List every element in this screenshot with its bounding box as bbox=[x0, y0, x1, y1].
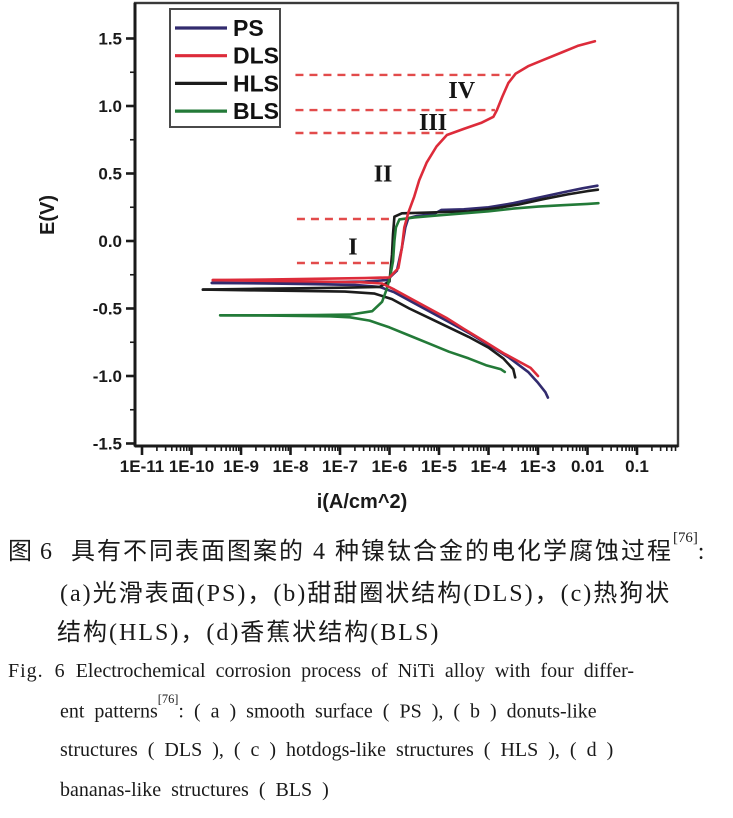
region-label-i: I bbox=[348, 234, 357, 260]
caption-en-line4: bananas-like structures ( BLS ) bbox=[60, 779, 329, 801]
polarization-chart: 1E-11 1E-10 1E-9 1E-8 1E-7 1E-6 1E-5 1E-4 1E-3 0.… bbox=[37, 1, 680, 513]
caption-cn-text1: 具有不同表面图案的 4 种镍钛合金的电化学腐蚀过程 bbox=[71, 539, 673, 565]
caption-cn-colon: : bbox=[697, 539, 707, 565]
caption-en-text1: Electrochemical corrosion process of NiT… bbox=[75, 660, 635, 682]
caption-en-line3: structures ( DLS ), ( c ) hotdogs-like s… bbox=[60, 739, 614, 761]
region-label-iii: III bbox=[419, 110, 447, 136]
caption-cn-line2: (a)光滑表面(PS)，(b)甜甜圈状结构(DLS)，(c)热狗状 bbox=[60, 581, 672, 607]
x-tick-label: 0.01 bbox=[571, 457, 604, 476]
legend-label-dls: DLS bbox=[233, 43, 279, 69]
caption-cn-ref: [76] bbox=[673, 529, 698, 546]
curve-branch bbox=[218, 201, 600, 317]
x-tick-label: 1E-8 bbox=[273, 457, 309, 476]
caption-cn-line1: 图 6 具有不同表面图案的 4 种镍钛合金的电化学腐蚀过程[76]: bbox=[8, 529, 707, 566]
curve-branch bbox=[211, 39, 597, 282]
x-tick-label: 1E-5 bbox=[421, 457, 457, 476]
x-tick-label: 0.1 bbox=[625, 457, 649, 476]
caption-en-text2b: : ( a ) smooth surface ( PS ), ( b ) don… bbox=[178, 700, 597, 723]
curve-branch bbox=[201, 188, 600, 291]
figure-number-en: Fig. 6 bbox=[8, 660, 66, 682]
x-tick-label: 1E-7 bbox=[322, 457, 358, 476]
y-tick-label: 0.5 bbox=[98, 165, 122, 184]
region-label-ii: II bbox=[374, 162, 393, 188]
x-tick-label: 1E-3 bbox=[520, 457, 556, 476]
x-tick-label: 1E-4 bbox=[471, 457, 507, 476]
legend-label-ps: PS bbox=[233, 15, 264, 41]
y-tick-label: 0.0 bbox=[98, 232, 122, 251]
y-tick-label: -0.5 bbox=[93, 300, 122, 319]
y-tick-label: -1.5 bbox=[93, 435, 122, 454]
curve-branch bbox=[211, 278, 540, 378]
legend-label-bls: BLS bbox=[233, 98, 279, 124]
figure-number-cn: 图 6 bbox=[8, 539, 53, 565]
curve-branch bbox=[201, 288, 517, 379]
y-axis-title: E(V) bbox=[37, 195, 59, 235]
x-tick-label: 1E-10 bbox=[169, 457, 214, 476]
caption-en-text2a: ent patterns bbox=[60, 700, 158, 723]
legend-label-hls: HLS bbox=[233, 70, 279, 96]
y-tick-label: 1.0 bbox=[98, 97, 122, 116]
caption-cn-line3: 结构(HLS)，(d)香蕉状结构(BLS) bbox=[57, 620, 441, 646]
x-tick-label: 1E-11 bbox=[120, 457, 164, 476]
x-tick-label: 1E-9 bbox=[223, 457, 259, 476]
caption-en-ref: [76] bbox=[157, 692, 179, 707]
x-tick-label: 1E-6 bbox=[372, 457, 408, 476]
caption-en-line2: ent patterns[76]: ( a ) smooth surface (… bbox=[60, 692, 597, 724]
curve-branch bbox=[218, 313, 507, 374]
y-tick-label: -1.0 bbox=[93, 367, 122, 386]
region-label-iv: IV bbox=[448, 78, 475, 104]
x-axis-title: i(A/cm^2) bbox=[317, 491, 408, 513]
caption-en-line1: Fig. 6 Electrochemical corrosion process … bbox=[8, 660, 634, 683]
polarization-chart-svg: 1E-11 1E-10 1E-9 1E-8 1E-7 1E-6 1E-5 1E-4 1E-3 0.… bbox=[37, 1, 680, 513]
y-tick-label: 1.5 bbox=[98, 30, 122, 49]
curve-branch bbox=[210, 281, 550, 399]
